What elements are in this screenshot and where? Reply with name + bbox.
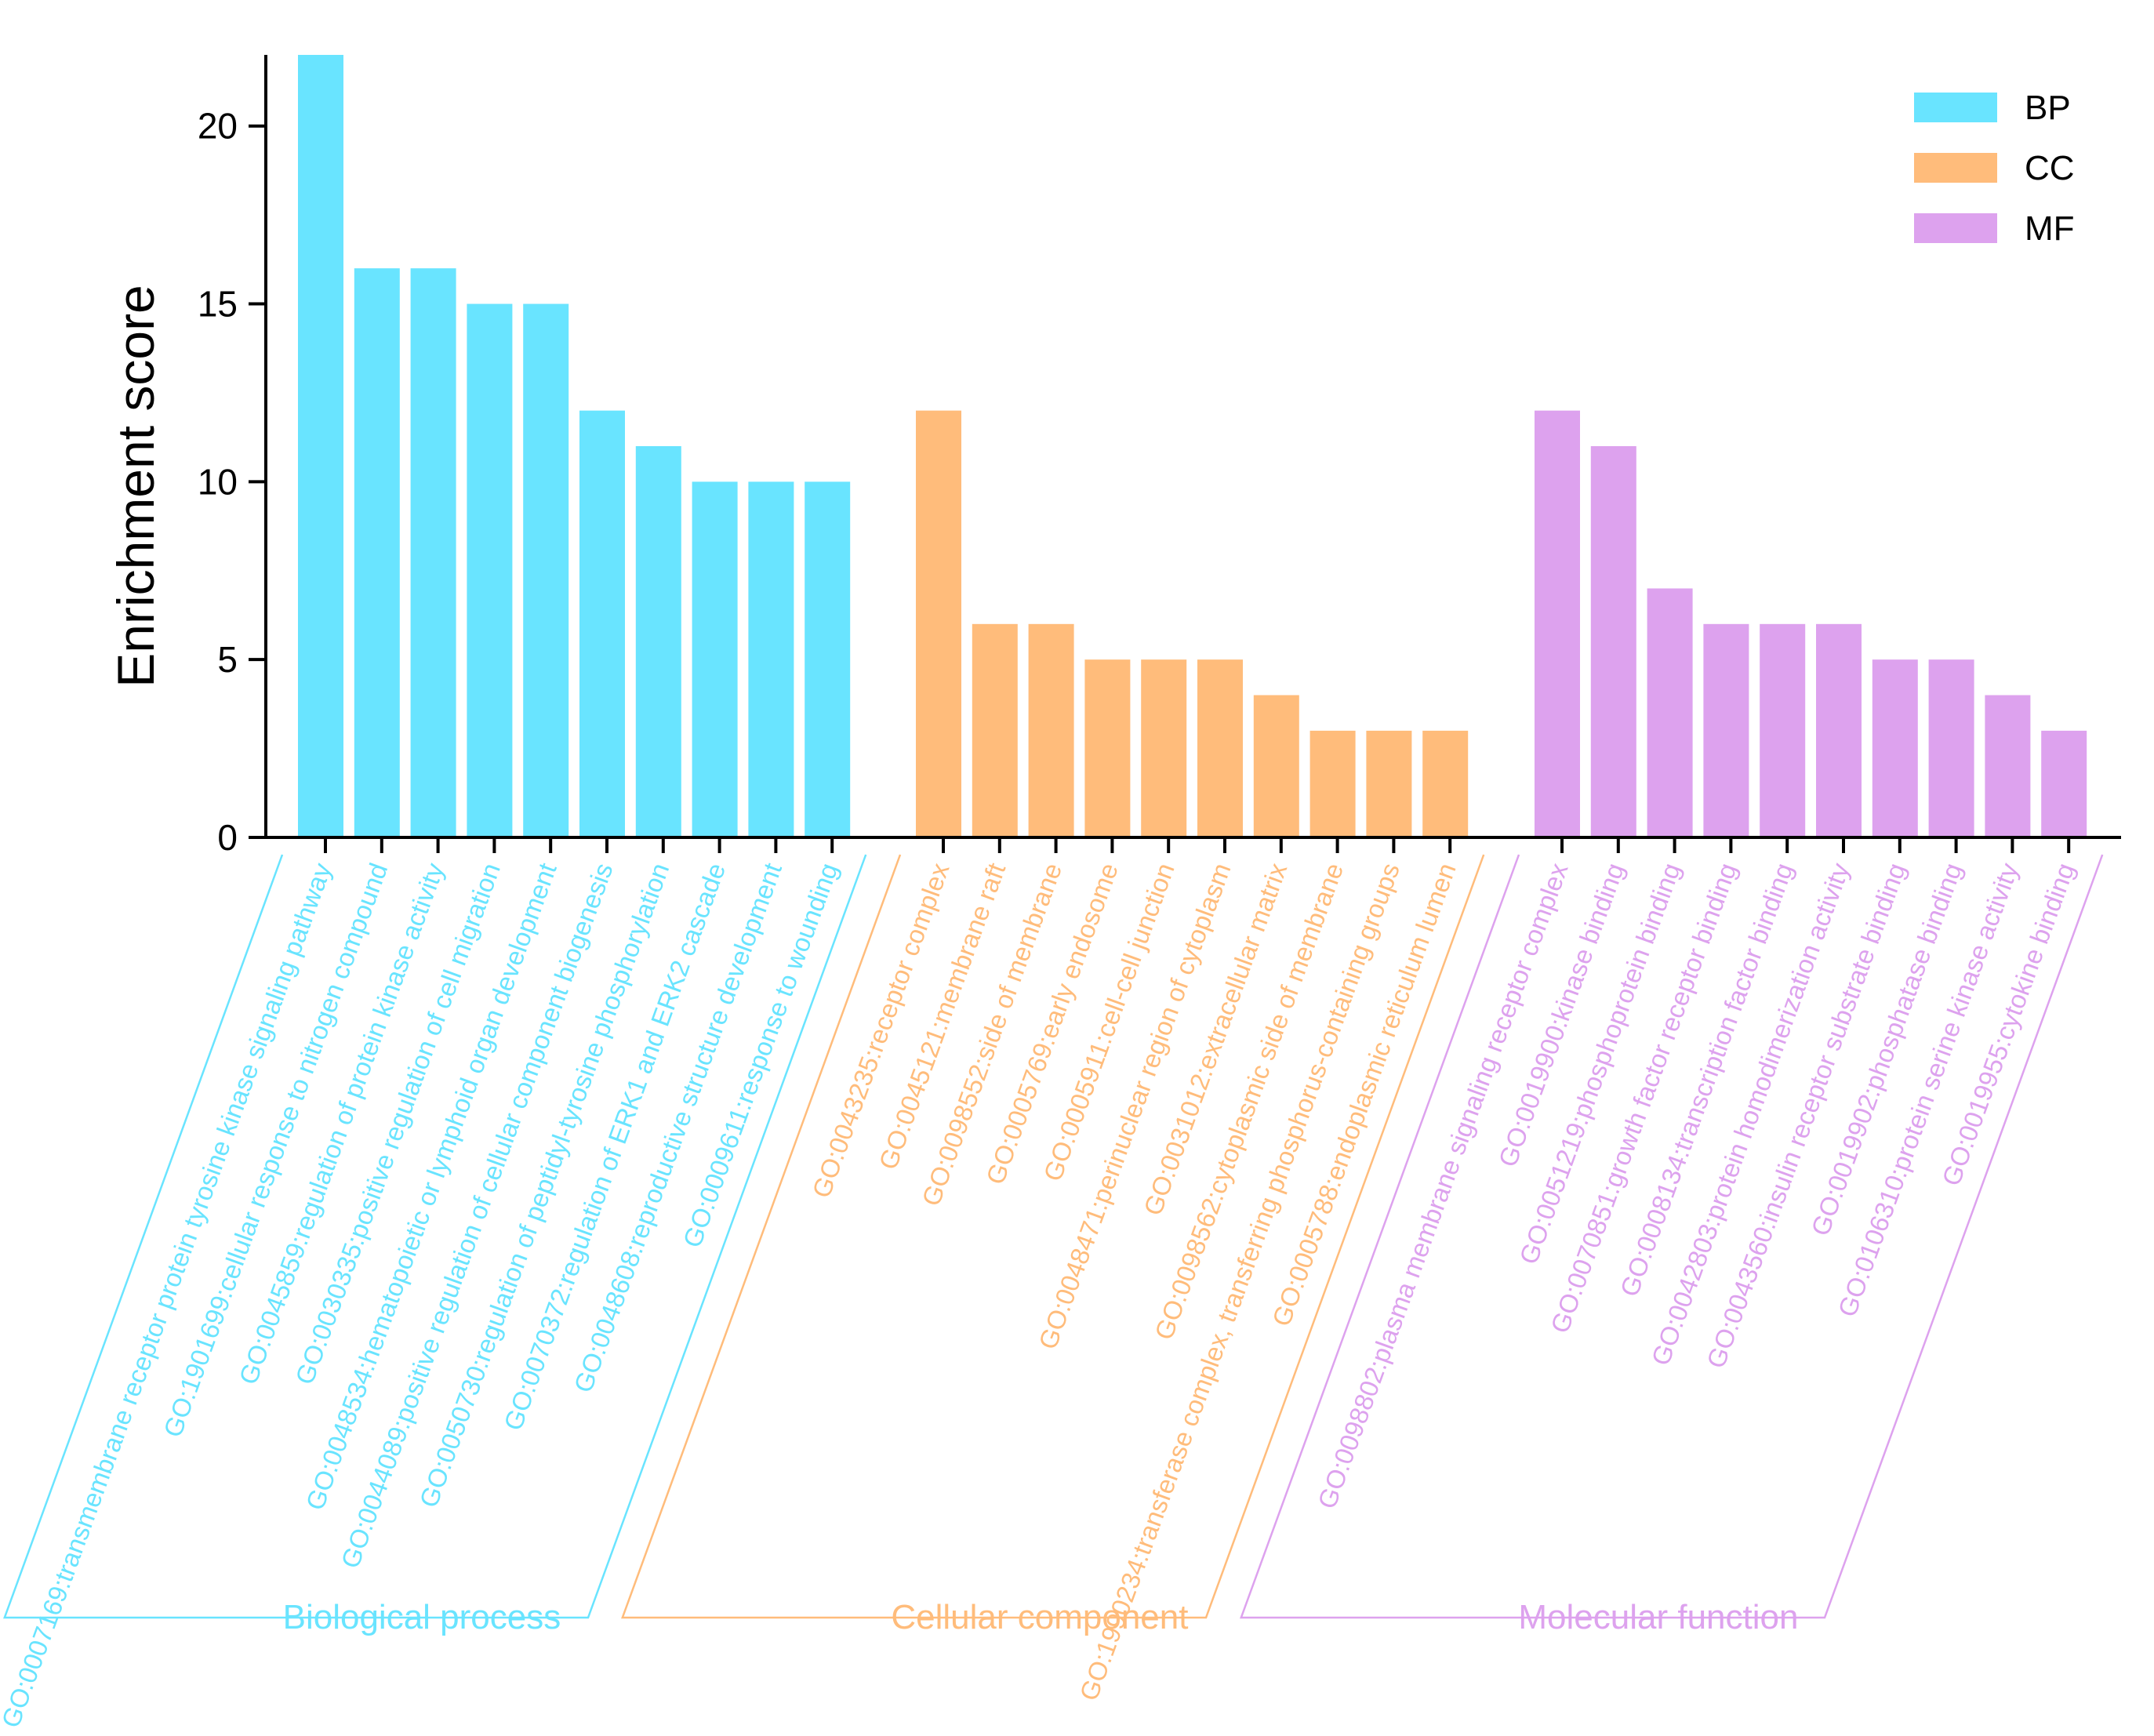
bar-mf: [1590, 446, 1636, 837]
legend-label-bp: BP: [2025, 89, 2071, 127]
bar-mf: [1760, 623, 1806, 837]
bar-mf: [1872, 659, 1918, 837]
y-tick-label: 15: [198, 284, 238, 325]
bars-layer: [298, 55, 2087, 838]
y-tick-label: 10: [198, 461, 238, 502]
bar-mf: [1928, 659, 1974, 837]
bar-cc: [1141, 659, 1187, 837]
y-tick-label: 0: [217, 817, 238, 858]
bar-bp: [579, 410, 625, 837]
y-ticks: 0 5 10 15 20: [198, 106, 266, 858]
group-label-cc: Cellular component: [891, 1598, 1188, 1636]
bar-cc: [1422, 730, 1469, 837]
y-axis-label: Enrichment score: [107, 285, 165, 688]
group-brackets: Biological process Cellular component Mole…: [3, 854, 2104, 1636]
legend-label-cc: CC: [2025, 149, 2075, 187]
bar-mf: [1985, 695, 2031, 837]
bar-bp: [748, 481, 794, 837]
bar-cc: [1084, 659, 1131, 837]
bar-cc: [1197, 659, 1243, 837]
bar-bp: [523, 303, 569, 838]
bar-cc: [1028, 623, 1074, 837]
bar-cc: [1253, 695, 1299, 837]
bar-bp: [692, 481, 738, 837]
group-label-mf: Molecular function: [1518, 1598, 1798, 1636]
bar-bp: [635, 446, 681, 837]
y-tick-label: 5: [217, 639, 238, 680]
bar-cc: [916, 410, 961, 837]
bar-mf: [1535, 410, 1580, 837]
y-tick-label: 20: [198, 106, 238, 147]
bar-bp: [354, 268, 400, 837]
bar-mf: [1816, 623, 1862, 837]
axes-layer: Enrichment score: [107, 55, 2121, 853]
bar-mf: [1647, 588, 1693, 837]
bar-bp: [410, 268, 456, 837]
bar-bp: [467, 303, 513, 838]
legend: BP CC MF: [1914, 89, 2075, 248]
group-label-bp: Biological process: [283, 1598, 561, 1636]
bar-bp: [298, 55, 343, 837]
legend-swatch-bp: [1914, 93, 1997, 122]
group-bracket-cc: [621, 854, 1485, 1619]
bar-mf: [1703, 623, 1749, 837]
legend-swatch-mf: [1914, 213, 1997, 243]
bar-cc: [1309, 730, 1356, 837]
group-bracket-mf: [1240, 854, 2104, 1619]
group-bracket-bp: [3, 854, 867, 1619]
legend-label-mf: MF: [2025, 209, 2075, 248]
bar-mf: [2041, 730, 2087, 837]
bar-cc: [972, 623, 1018, 837]
legend-swatch-cc: [1914, 153, 1997, 183]
bar-cc: [1366, 730, 1412, 837]
bar-bp: [805, 481, 851, 837]
